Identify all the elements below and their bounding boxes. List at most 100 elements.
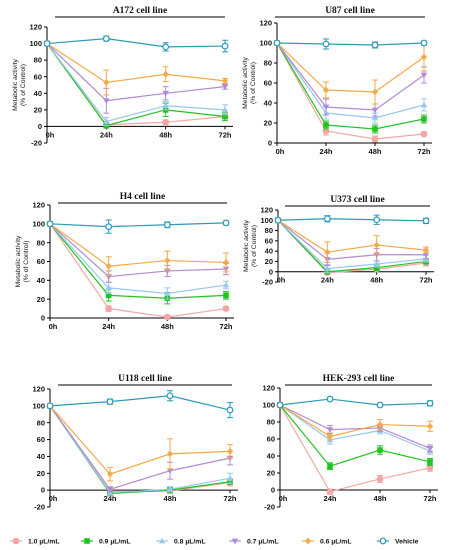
y-tick-label: 0	[268, 139, 272, 148]
x-tick-label: 48h	[159, 130, 172, 139]
data-point	[323, 122, 329, 128]
y-tick-label: 80	[264, 59, 272, 68]
y-tick-label: -20	[34, 503, 45, 512]
series-line	[279, 404, 431, 438]
legend-label: 0.9 µL/mL	[99, 539, 131, 546]
data-point	[223, 259, 229, 266]
data-point	[223, 292, 229, 299]
legend-marker	[379, 537, 387, 545]
series-0-7-l-ml	[46, 221, 230, 283]
data-point	[323, 86, 329, 94]
series-line	[49, 223, 227, 267]
legend-item-0-9-l-ml: 0.9 µL/mL	[81, 538, 131, 546]
series-line	[276, 42, 425, 130]
series-line	[46, 43, 226, 84]
x-tick-label: 72h	[219, 130, 232, 139]
series-0-9-l-ml	[47, 221, 229, 305]
data-point	[46, 402, 54, 410]
x-tick-label: 0h	[49, 322, 58, 331]
y-tick-label: -20	[262, 278, 273, 287]
series-line	[276, 42, 425, 111]
x-tick-label: 0h	[46, 130, 55, 139]
series-line	[49, 222, 227, 228]
legend-label: 0.8 µL/mL	[174, 539, 206, 546]
panel-a172-cell-line: A172 cell line -20 0 20 40 60 80 100 120 0h 24h 48h…	[12, 6, 233, 148]
panel-h4-cell-line: H4 cell line 0 20 40 60 80 100 120 0h 24h 48h 72h Me…	[15, 192, 234, 331]
y-axis-label: Metabolic activity(% of Control)	[242, 57, 257, 109]
series-line	[277, 219, 426, 260]
data-point	[162, 43, 170, 51]
data-point	[326, 488, 334, 496]
series-0-9-l-ml	[44, 40, 228, 129]
x-tick-label: 72h	[224, 494, 237, 503]
x-tick-label: 72h	[220, 322, 233, 331]
legend-marker	[158, 537, 166, 544]
series-line	[276, 42, 425, 46]
data-point	[373, 260, 380, 267]
y-tick-label: 60	[265, 236, 273, 245]
legend-item-0-8-l-ml: 0.8 µL/mL	[156, 537, 206, 546]
data-point	[106, 486, 114, 493]
data-point	[222, 281, 230, 288]
x-tick-label: 48h	[164, 494, 177, 503]
y-tick-label: 100	[29, 39, 42, 48]
series-0-8-l-ml	[46, 220, 230, 300]
series-line	[46, 43, 226, 123]
series-1-0-l-ml	[273, 39, 428, 143]
panel-u118-cell-line: U118 cell line -20 0 20 40 60 80 100 120 0h 24h 48h…	[32, 374, 238, 512]
data-point	[105, 262, 112, 270]
panel-title: H4 cell line	[120, 192, 165, 202]
series-line	[46, 43, 226, 102]
data-point	[371, 41, 379, 49]
data-point	[376, 475, 384, 483]
data-point	[103, 118, 110, 124]
data-point	[371, 135, 379, 143]
data-point	[107, 470, 113, 478]
x-tick-label: 72h	[420, 276, 433, 285]
x-tick-label: 0h	[277, 276, 286, 285]
data-point	[376, 401, 384, 409]
data-point	[373, 241, 380, 249]
data-point	[372, 126, 378, 132]
series-vehicle	[273, 38, 428, 50]
data-point	[371, 114, 379, 121]
series-1-0-l-ml	[46, 402, 234, 496]
x-tick-label: 48h	[161, 322, 174, 331]
data-point	[372, 88, 378, 96]
data-point	[373, 264, 380, 271]
series-line	[276, 42, 425, 93]
panel-title: U118 cell line	[118, 374, 172, 384]
x-tick-label: 0h	[276, 147, 285, 156]
series-vehicle	[276, 395, 434, 409]
y-tick-label: 100	[259, 39, 272, 48]
series-line	[49, 223, 227, 278]
legend-item-0-7-l-ml: 0.7 µL/mL	[229, 539, 279, 546]
series-vehicle	[46, 390, 234, 419]
y-tick-label: 60	[37, 435, 45, 444]
legend-label: 1.0 µL/mL	[28, 539, 60, 546]
data-point	[105, 292, 112, 299]
series-line	[49, 405, 231, 475]
data-point	[322, 40, 330, 48]
series-line	[279, 398, 431, 406]
y-tick-label: 120	[262, 384, 275, 393]
y-tick-label: 40	[264, 99, 272, 108]
y-tick-label: 80	[267, 418, 275, 427]
legend-label: 0.7 µL/mL	[247, 539, 279, 546]
series-0-8-l-ml	[276, 401, 434, 455]
y-tick-label: 40	[37, 276, 45, 285]
data-point	[276, 401, 284, 409]
series-1-0-l-ml	[43, 40, 229, 129]
y-tick-label: 60	[264, 79, 272, 88]
legend-item-vehicle: Vehicle	[377, 537, 419, 546]
y-tick-label: 20	[264, 119, 272, 128]
data-point	[324, 265, 331, 272]
legend-marker	[305, 537, 311, 545]
data-point	[426, 399, 434, 407]
panel-hek-293-cell-line: HEK-293 cell line -20 0 20 40 60 80 100 120 0h 24h…	[262, 374, 438, 512]
panel-title: U373 cell line	[330, 195, 384, 205]
data-point	[103, 98, 110, 105]
data-point	[221, 106, 229, 113]
y-tick-label: 120	[32, 385, 45, 394]
